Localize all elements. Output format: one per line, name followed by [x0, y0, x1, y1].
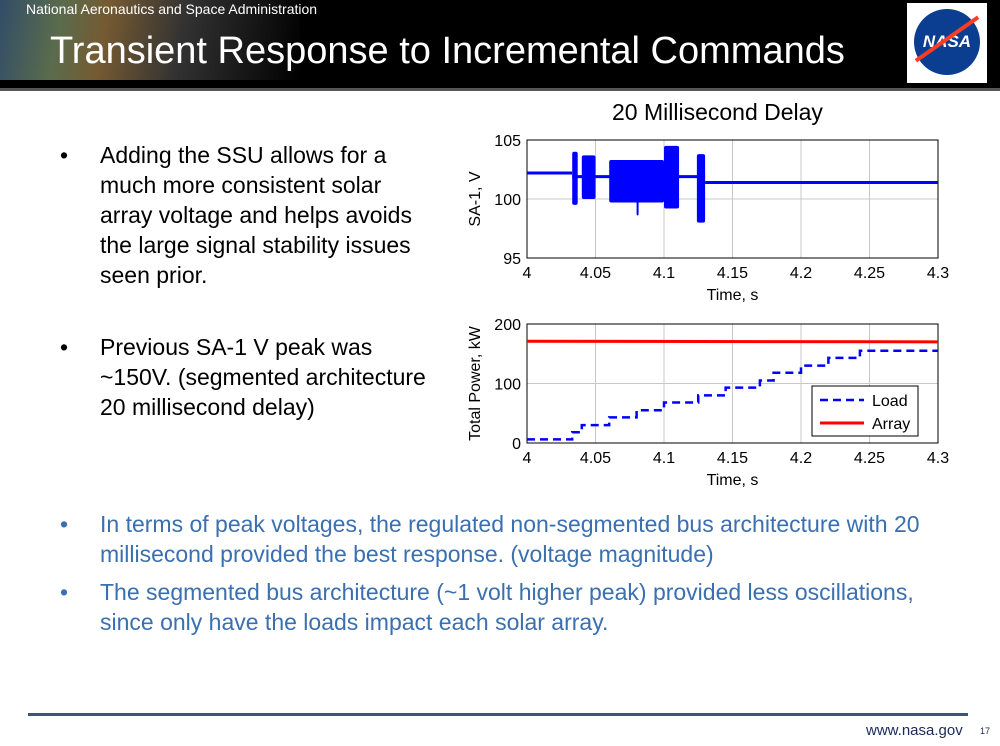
bullet: Previous SA-1 V peak was ~150V. (segment…: [60, 332, 430, 422]
bullet: Adding the SSU allows for a much more co…: [60, 140, 430, 290]
x-tick-label: 4.2: [790, 450, 812, 467]
bottom-bullets: In terms of peak voltages, the regulated…: [60, 509, 940, 637]
x-tick-label: 4.15: [717, 450, 748, 467]
series-load: [527, 349, 938, 441]
legend-label: Array: [872, 416, 910, 433]
agency-name: National Aeronautics and Space Administr…: [26, 1, 318, 17]
x-axis-label: Time, s: [707, 287, 759, 304]
y-axis-label: Total Power, kW: [467, 325, 484, 441]
page-number: 17: [980, 726, 991, 736]
y-tick-label: 0: [512, 436, 521, 453]
bullet: The segmented bus architecture (~1 volt …: [60, 577, 940, 637]
x-tick-label: 4.3: [927, 450, 949, 467]
legend: [811, 385, 919, 437]
voltage-oscillation: [572, 151, 578, 205]
x-tick-label: 4: [523, 450, 532, 467]
slide-header: National Aeronautics and Space Administr…: [0, 0, 1000, 91]
x-tick-label: 4.25: [854, 265, 885, 282]
y-tick-label: 105: [494, 133, 521, 150]
x-tick-label: 4.2: [790, 265, 812, 282]
plot-frame: [526, 139, 939, 259]
x-tick-label: 4: [523, 265, 532, 282]
bullet: In terms of peak voltages, the regulated…: [60, 509, 940, 569]
x-axis-label: Time, s: [707, 472, 759, 489]
x-tick-label: 4.1: [653, 450, 675, 467]
x-tick-label: 4.05: [580, 450, 611, 467]
x-tick-label: 4.25: [854, 450, 885, 467]
x-tick-label: 4.1: [653, 265, 675, 282]
x-tick-label: 4.05: [580, 265, 611, 282]
x-tick-label: 4.3: [927, 265, 949, 282]
slide-title: Transient Response to Incremental Comman…: [50, 30, 845, 72]
nasa-logo: NASA: [907, 3, 987, 83]
voltage-oscillation: [664, 145, 680, 209]
footer-divider: [28, 713, 968, 716]
series-array: [526, 339, 939, 344]
y-tick-label: 95: [503, 251, 521, 268]
voltage-oscillation: [636, 161, 639, 216]
chart-title: 20 Millisecond Delay: [612, 99, 823, 125]
y-tick-label: 100: [494, 192, 521, 209]
y-tick-label: 100: [494, 377, 521, 394]
voltage-oscillation: [696, 154, 706, 223]
x-tick-label: 4.15: [717, 265, 748, 282]
banner-image: [0, 0, 300, 80]
voltage-oscillation: [581, 155, 596, 199]
footer-url[interactable]: www.nasa.gov: [866, 722, 963, 739]
legend-label: Load: [872, 393, 908, 410]
y-axis-label: SA-1, V: [467, 171, 484, 226]
plot-frame: [526, 323, 939, 444]
y-tick-label: 200: [494, 317, 521, 334]
left-bullets: Adding the SSU allows for a much more co…: [60, 140, 430, 422]
